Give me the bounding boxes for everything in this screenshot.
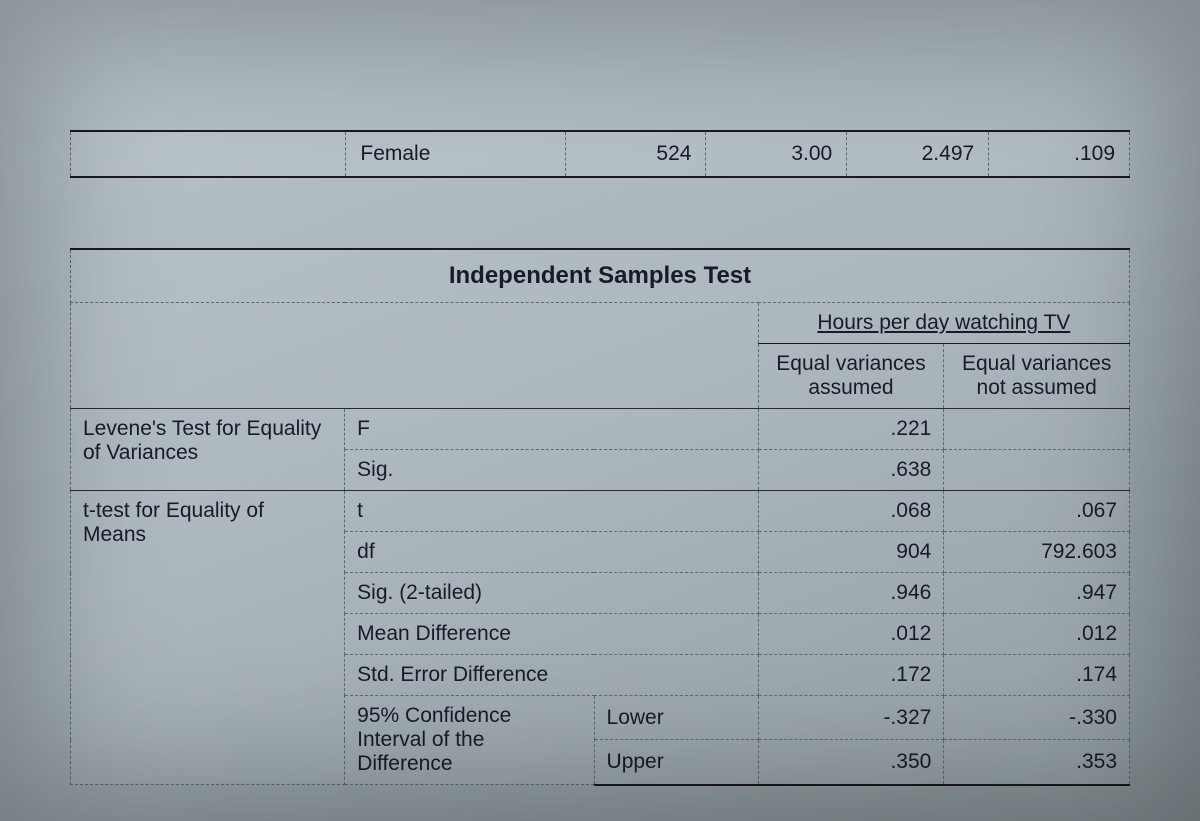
stat-sediff-assumed: .172 xyxy=(758,655,944,696)
stat-t-label: t xyxy=(345,491,759,532)
stat-df-label: df xyxy=(345,532,759,573)
stat-sig2-label: Sig. (2-tailed) xyxy=(345,573,759,614)
stat-ci-lower-notassumed: -.330 xyxy=(944,696,1130,740)
col-equal-var-not-assumed: Equal variances not assumed xyxy=(944,344,1130,409)
group-stats-row: Female 524 3.00 2.497 .109 xyxy=(71,131,1130,177)
stat-f-assumed: .221 xyxy=(758,409,944,450)
row-levene-f: Levene's Test for Equality of Variances … xyxy=(71,409,1130,450)
col-equal-var-assumed: Equal variances assumed xyxy=(758,344,944,409)
stat-sediff-notassumed: .174 xyxy=(944,655,1130,696)
stat-t-assumed: .068 xyxy=(758,491,944,532)
group-stats-table: Female 524 3.00 2.497 .109 xyxy=(70,130,1130,178)
stat-meandiff-label: Mean Difference xyxy=(345,614,759,655)
stat-ci-lower-assumed: -.327 xyxy=(758,696,944,740)
group-mean: 3.00 xyxy=(706,131,847,177)
stat-ci-lower-label: Lower xyxy=(594,696,758,740)
stat-meandiff-notassumed: .012 xyxy=(944,614,1130,655)
blank-rowheader xyxy=(71,131,346,177)
stat-sig-label: Sig. xyxy=(345,450,759,491)
depvar-header-row: Hours per day watching TV xyxy=(71,303,1130,344)
table-title: Independent Samples Test xyxy=(71,249,1130,303)
stat-t-notassumed: .067 xyxy=(944,491,1130,532)
group-stddev: 2.497 xyxy=(847,131,989,177)
section-levene-label: Levene's Test for Equality of Variances xyxy=(71,409,345,491)
stat-ci-upper-assumed: .350 xyxy=(758,740,944,785)
section-ttest-label: t-test for Equality of Means xyxy=(71,491,345,785)
group-n: 524 xyxy=(566,131,706,177)
stat-df-notassumed: 792.603 xyxy=(944,532,1130,573)
row-t: t-test for Equality of Means t .068 .067 xyxy=(71,491,1130,532)
stat-ci-label: 95% Confidence Interval of the Differenc… xyxy=(345,696,594,785)
stat-sig-assumed: .638 xyxy=(758,450,944,491)
stat-sediff-label: Std. Error Difference xyxy=(345,655,759,696)
stat-meandiff-assumed: .012 xyxy=(758,614,944,655)
stat-df-assumed: 904 xyxy=(758,532,944,573)
stat-sig-notassumed xyxy=(944,450,1130,491)
stat-f-label: F xyxy=(345,409,759,450)
stat-sig2-notassumed: .947 xyxy=(944,573,1130,614)
stat-ci-upper-notassumed: .353 xyxy=(944,740,1130,785)
group-se-mean: .109 xyxy=(989,131,1130,177)
table-title-row: Independent Samples Test xyxy=(71,249,1130,303)
group-label: Female xyxy=(346,131,566,177)
header-blank xyxy=(71,303,759,409)
stat-ci-upper-label: Upper xyxy=(594,740,758,785)
independent-samples-table: Independent Samples Test Hours per day w… xyxy=(70,248,1130,786)
stat-sig2-assumed: .946 xyxy=(758,573,944,614)
dependent-variable-header: Hours per day watching TV xyxy=(758,303,1129,344)
stat-f-notassumed xyxy=(944,409,1130,450)
